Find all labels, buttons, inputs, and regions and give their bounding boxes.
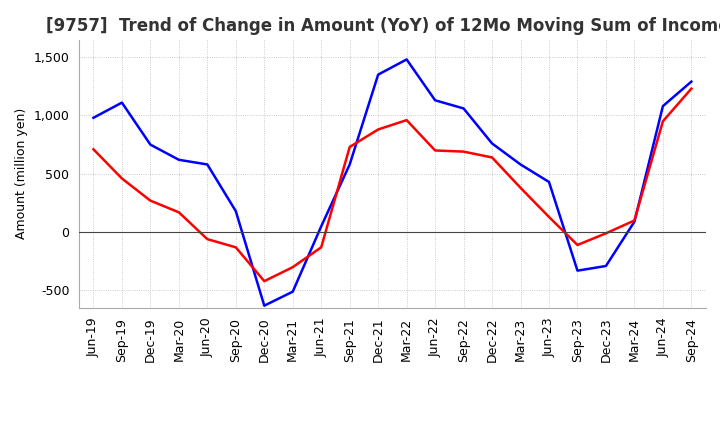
Net Income	[545, 214, 554, 220]
Net Income	[260, 279, 269, 284]
Ordinary Income	[687, 79, 696, 84]
Net Income	[459, 149, 468, 154]
Title: [9757]  Trend of Change in Amount (YoY) of 12Mo Moving Sum of Incomes: [9757] Trend of Change in Amount (YoY) o…	[45, 17, 720, 35]
Net Income	[573, 242, 582, 248]
Ordinary Income	[346, 162, 354, 167]
Net Income	[687, 86, 696, 91]
Net Income	[232, 245, 240, 250]
Net Income	[659, 119, 667, 124]
Net Income	[289, 264, 297, 270]
Line: Net Income: Net Income	[94, 88, 691, 281]
Y-axis label: Amount (million yen): Amount (million yen)	[15, 108, 28, 239]
Ordinary Income	[545, 180, 554, 185]
Net Income	[346, 144, 354, 150]
Ordinary Income	[146, 142, 155, 147]
Net Income	[174, 210, 183, 215]
Net Income	[487, 155, 496, 160]
Ordinary Income	[289, 289, 297, 294]
Net Income	[431, 148, 439, 153]
Ordinary Income	[573, 268, 582, 273]
Ordinary Income	[431, 98, 439, 103]
Line: Ordinary Income: Ordinary Income	[94, 59, 691, 306]
Ordinary Income	[317, 224, 325, 229]
Net Income	[317, 245, 325, 250]
Net Income	[146, 198, 155, 203]
Ordinary Income	[232, 209, 240, 214]
Ordinary Income	[203, 162, 212, 167]
Ordinary Income	[174, 157, 183, 162]
Ordinary Income	[602, 264, 611, 269]
Ordinary Income	[89, 115, 98, 121]
Ordinary Income	[402, 57, 411, 62]
Net Income	[117, 176, 126, 181]
Ordinary Income	[487, 141, 496, 146]
Net Income	[374, 127, 382, 132]
Ordinary Income	[516, 162, 525, 167]
Ordinary Income	[260, 303, 269, 308]
Net Income	[630, 218, 639, 223]
Ordinary Income	[630, 219, 639, 224]
Net Income	[516, 185, 525, 191]
Net Income	[602, 231, 611, 236]
Ordinary Income	[659, 103, 667, 109]
Ordinary Income	[374, 72, 382, 77]
Net Income	[402, 117, 411, 123]
Net Income	[89, 147, 98, 152]
Net Income	[203, 237, 212, 242]
Ordinary Income	[459, 106, 468, 111]
Ordinary Income	[117, 100, 126, 105]
